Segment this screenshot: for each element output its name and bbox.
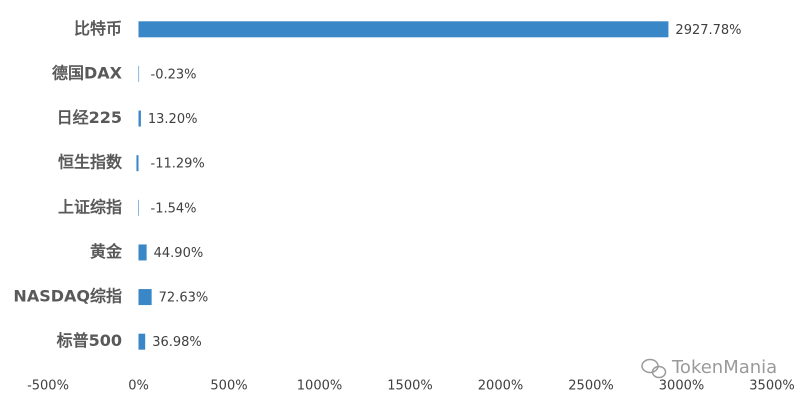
value-label: 36.98% [152,335,202,350]
x-tick-label: 3000% [659,379,704,394]
y-tick-label: 比特币 [74,19,122,38]
value-label: -11.29% [151,157,205,172]
bar [138,289,152,306]
x-tick-label: 3500% [749,379,794,394]
y-tick-label: 德国DAX [52,63,123,82]
x-tick-label: 0% [128,379,149,394]
bar [138,110,141,127]
x-tick-label: 1500% [387,379,432,394]
y-tick-label: 黄金 [90,242,123,261]
value-label: -0.23% [151,67,197,82]
value-label: 72.63% [159,291,209,306]
y-tick-label: NASDAQ综指 [13,287,122,306]
value-label: 13.20% [148,112,198,127]
watermark-icon [641,358,667,379]
y-tick-label: 恒生指数 [58,153,123,172]
x-tick-label: -500% [27,379,69,394]
value-label: 44.90% [154,246,204,261]
x-tick-label: 2000% [478,379,523,394]
bar [138,21,669,38]
x-tick-label: 1000% [297,379,342,394]
bar [138,199,139,216]
bar [138,244,147,261]
x-tick-label: 500% [210,379,247,394]
y-tick-label: 上证综指 [58,197,122,216]
watermark: TokenMania [671,357,777,378]
y-tick-label: 标普500 [56,331,122,350]
value-label: 2927.78% [675,23,741,38]
x-tick-label: 2500% [568,379,613,394]
value-label: -1.54% [151,201,197,216]
bar [136,155,139,172]
y-tick-label: 日经225 [57,108,122,127]
bar [138,65,140,82]
bar [138,333,146,350]
